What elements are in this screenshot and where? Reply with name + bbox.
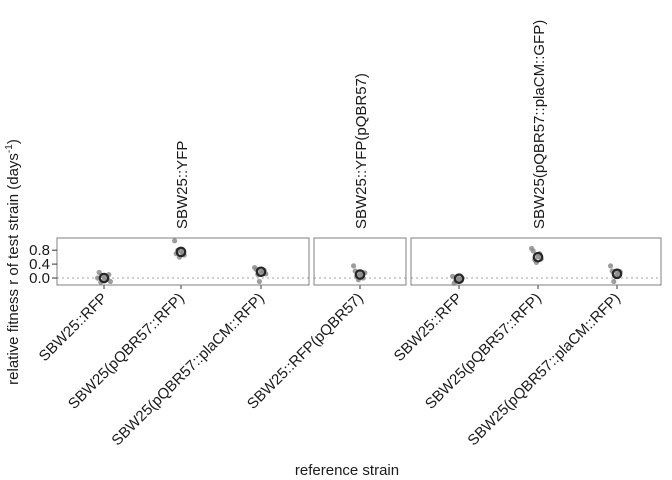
y-tick-label: 0.0 — [29, 270, 50, 287]
x-tick-label: SBW25(pQBR57::plaCM::RFP) — [108, 290, 267, 449]
y-axis-title: relative fitness r of test strain (days-… — [4, 139, 22, 385]
point-group — [450, 273, 465, 286]
y-axis-title-main: relative fitness r of test strain (days — [5, 153, 22, 385]
panels-layer: SBW25::RFPSBW25(pQBR57::RFP)SBW25(pQBR57… — [36, 20, 662, 449]
x-tick-label: SBW25::RFP — [36, 290, 111, 365]
point-group — [608, 263, 623, 285]
y-axis: 0.00.40.8 — [29, 242, 57, 287]
panel-border — [56, 237, 310, 286]
data-point — [107, 278, 113, 285]
point-group — [529, 245, 544, 265]
panel-border — [410, 237, 662, 286]
point-group — [252, 264, 269, 285]
x-tick-label: SBW25(pQBR57::plaCM::RFP) — [464, 290, 623, 449]
y-axis-title-close: ) — [5, 139, 22, 144]
facet-strip-label: SBW25::YFP — [174, 141, 191, 229]
mean-marker — [453, 273, 465, 285]
mean-marker — [255, 266, 267, 278]
data-point — [608, 263, 614, 269]
data-point — [96, 269, 102, 276]
facet-panel: SBW25::RFPSBW25(pQBR57::RFP)SBW25(pQBR57… — [391, 20, 662, 449]
mean-marker — [532, 251, 544, 263]
point-group — [95, 269, 113, 285]
mean-marker — [98, 272, 110, 284]
data-point — [530, 248, 536, 254]
facet-panel: SBW25::RFP(pQBR57) SBW25::YFP(pQBR57) — [244, 73, 407, 413]
mean-marker — [175, 246, 187, 258]
data-point — [256, 278, 262, 285]
point-group — [351, 263, 368, 283]
data-point — [611, 278, 617, 285]
panel-border — [313, 237, 407, 286]
facet-strip-label: SBW25(pQBR57::plaCM::GFP) — [531, 20, 548, 229]
facet-panel: SBW25::RFPSBW25(pQBR57::RFP)SBW25(pQBR57… — [36, 141, 310, 449]
point-group — [172, 238, 187, 260]
x-tick-label: SBW25::RFP — [391, 290, 466, 365]
facet-strip-label: SBW25::YFP(pQBR57) — [353, 73, 370, 229]
y-axis-title-superscript: -1 — [4, 144, 15, 153]
x-tick-label: SBW25::RFP(pQBR57) — [244, 290, 367, 413]
x-axis-title: reference strain — [295, 462, 399, 479]
mean-marker — [611, 268, 623, 280]
mean-marker — [354, 269, 366, 280]
data-point — [172, 238, 178, 244]
y-tick-label: 0.4 — [29, 256, 50, 273]
data-point — [351, 263, 357, 269]
y-tick-label: 0.8 — [29, 242, 50, 259]
